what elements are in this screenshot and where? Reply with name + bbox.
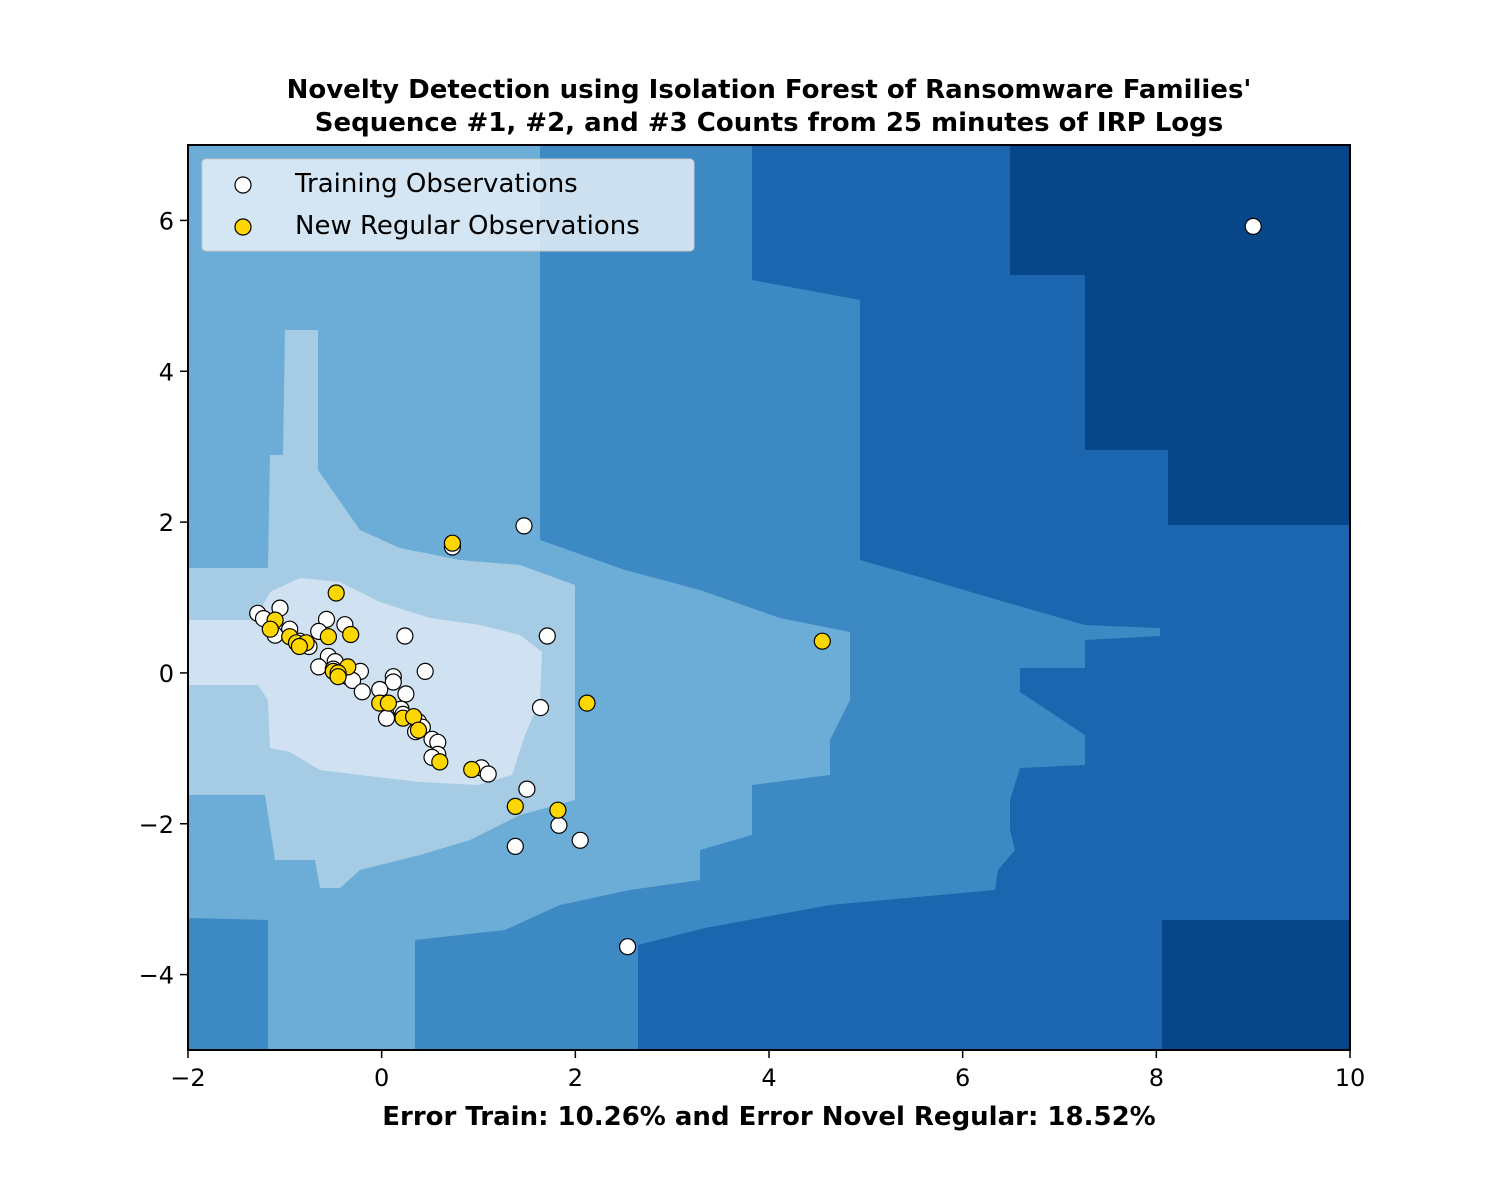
training-observation-point — [353, 683, 371, 701]
training-observation-point — [571, 831, 589, 849]
y-tick-label: 0 — [159, 660, 174, 688]
training-observation-point — [310, 658, 328, 676]
x-tick-label: 4 — [761, 1064, 776, 1092]
new-regular-observation-point — [463, 760, 481, 779]
plot-area — [188, 145, 1350, 1050]
contour-band-level-1-top-right — [1010, 145, 1350, 275]
training-observation-point — [479, 765, 497, 783]
legend-marker-training — [234, 176, 252, 194]
contour-band-level-1-upper-right — [1085, 270, 1350, 450]
training-observation-point — [506, 837, 524, 856]
new-regular-observation-point — [409, 721, 428, 739]
training-observation-point — [618, 938, 637, 956]
y-tick-label: 6 — [159, 207, 174, 235]
new-regular-observation-point — [431, 753, 449, 771]
x-axis-ticks: −2 0 2 4 6 8 10 — [170, 1050, 1365, 1092]
decision-function-contours — [188, 145, 1350, 1050]
y-tick-label: −2 — [139, 811, 174, 839]
x-tick-label: 6 — [955, 1064, 970, 1092]
legend-label-new-regular: New Regular Observations — [295, 211, 640, 241]
training-observation-point — [317, 610, 336, 629]
y-axis-ticks: −4 −2 0 2 4 6 — [139, 207, 188, 990]
training-observation-point — [397, 685, 415, 703]
x-tick-label: −2 — [170, 1064, 205, 1092]
new-regular-observation-point — [549, 801, 567, 819]
new-regular-observation-point — [342, 625, 360, 644]
y-tick-label: 2 — [159, 509, 174, 537]
training-observation-point — [1244, 217, 1262, 235]
training-observation-point — [416, 662, 434, 681]
legend-marker-new-regular — [234, 218, 252, 236]
x-axis-label: Error Train: 10.26% and Error Novel Regu… — [382, 1102, 1155, 1132]
new-regular-observation-point — [506, 797, 524, 816]
x-tick-label: 8 — [1149, 1064, 1164, 1092]
y-tick-label: −4 — [139, 962, 174, 990]
training-observation-point — [515, 517, 533, 535]
new-regular-observation-point — [813, 632, 831, 650]
training-observation-point — [550, 816, 568, 834]
new-regular-observation-point — [379, 694, 397, 712]
new-regular-observations-series — [261, 534, 831, 819]
contour-band-level-1-bottom-right — [1162, 920, 1350, 1050]
new-regular-observation-point — [261, 620, 279, 638]
training-observation-point — [518, 780, 536, 798]
chart-title-line-1: Novelty Detection using Isolation Forest… — [287, 75, 1252, 105]
new-regular-observation-point — [327, 584, 345, 602]
new-regular-observation-point — [578, 694, 596, 712]
training-observation-point — [396, 627, 414, 645]
training-observation-point — [384, 673, 402, 691]
chart-title-line-2: Sequence #1, #2, and #3 Counts from 25 m… — [315, 108, 1223, 138]
training-observation-point — [377, 709, 396, 727]
training-observation-point — [538, 627, 556, 645]
legend: Training Observations New Regular Observ… — [201, 158, 695, 252]
legend-label-training: Training Observations — [294, 169, 578, 199]
new-regular-observation-point — [290, 637, 308, 656]
new-regular-observation-point — [319, 628, 337, 646]
new-regular-observation-point — [329, 668, 347, 686]
y-tick-label: 4 — [159, 358, 174, 386]
new-regular-observation-point — [443, 534, 461, 552]
x-tick-label: 2 — [568, 1064, 583, 1092]
x-tick-label: 10 — [1335, 1064, 1366, 1092]
training-observation-point — [531, 698, 550, 717]
x-tick-label: 0 — [374, 1064, 389, 1092]
contour-band-level-1-right — [1168, 440, 1350, 525]
legend-box — [201, 158, 695, 252]
